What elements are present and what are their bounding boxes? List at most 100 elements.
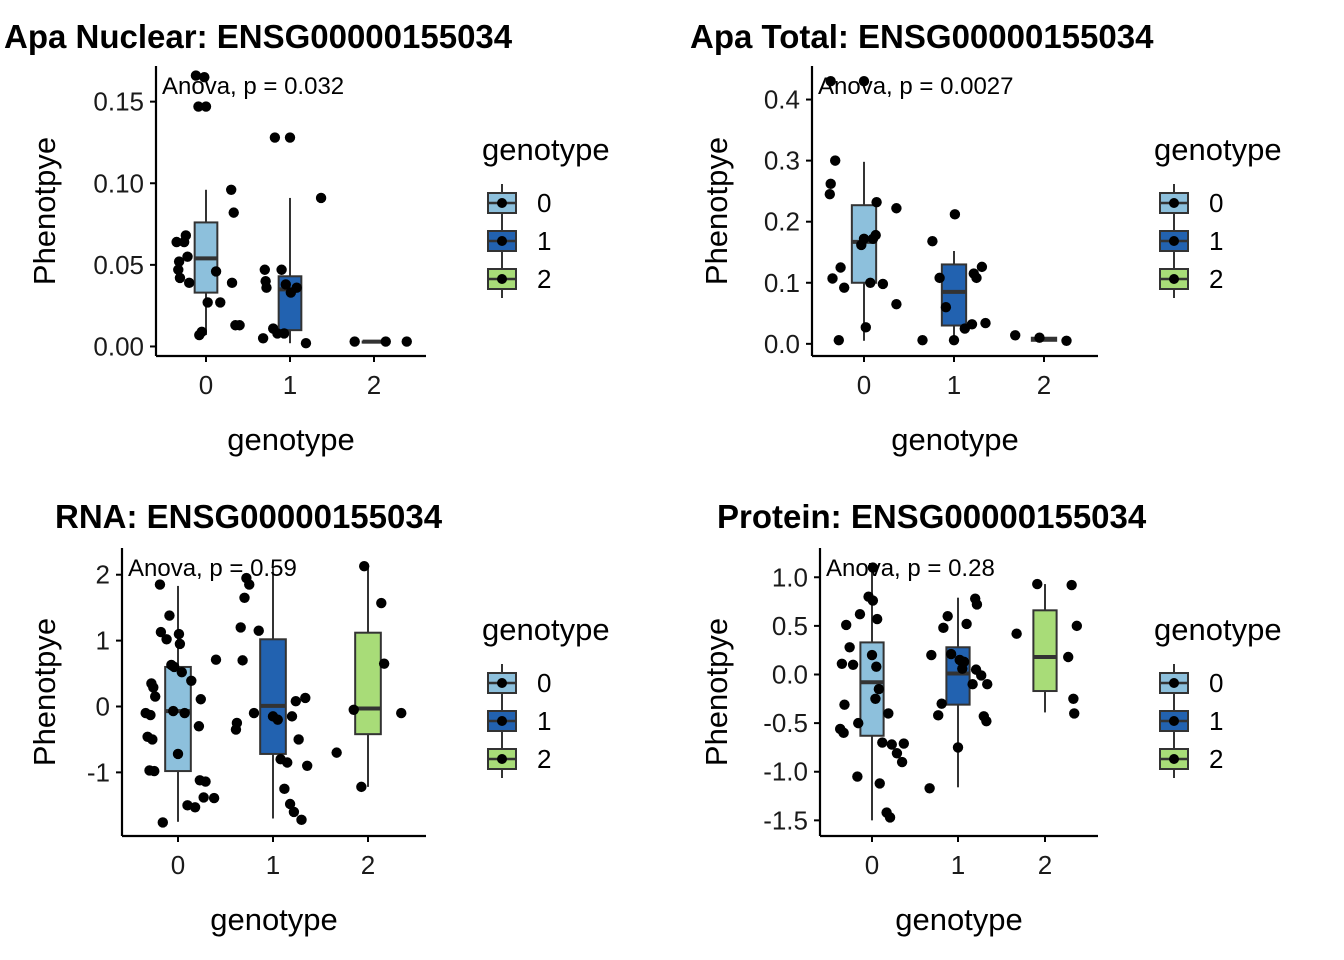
y-tick-label: 0: [96, 691, 110, 721]
data-point: [193, 721, 205, 732]
x-axis-label: genotype: [891, 422, 1019, 457]
data-point: [924, 783, 935, 794]
data-point: [300, 338, 312, 349]
data-point: [376, 597, 387, 609]
legend-key-1: [487, 222, 517, 260]
data-point: [948, 334, 960, 346]
data-point: [257, 333, 269, 344]
data-point: [226, 184, 237, 195]
data-point: [210, 654, 222, 665]
y-tick-label: 0.1: [764, 268, 800, 298]
data-point: [261, 282, 272, 293]
data-point: [825, 178, 836, 190]
data-point: [936, 698, 947, 709]
data-point: [237, 655, 248, 666]
data-point: [982, 679, 993, 690]
data-point: [269, 132, 281, 143]
data-point: [184, 277, 195, 289]
x-tick-label: 1: [951, 850, 965, 880]
data-point: [198, 792, 209, 803]
data-point: [866, 649, 878, 661]
x-tick-label: 0: [857, 370, 871, 400]
data-point: [942, 610, 953, 622]
data-point: [161, 634, 172, 645]
legend-label: 1: [537, 706, 551, 736]
legend-key-1: [487, 702, 517, 740]
data-point: [949, 209, 961, 220]
data-point: [825, 76, 836, 87]
data-point: [253, 625, 264, 636]
legend-key-0: [487, 664, 517, 702]
data-point: [180, 230, 192, 241]
data-point: [173, 256, 185, 267]
data-point: [971, 272, 982, 284]
data-point: [891, 748, 903, 759]
box-genotype-1: [259, 638, 287, 755]
data-point: [172, 748, 184, 760]
legend-label: 0: [1209, 188, 1223, 218]
data-point: [234, 320, 245, 331]
data-point: [958, 656, 970, 668]
data-point: [291, 282, 302, 293]
data-point: [179, 707, 190, 719]
legend: genotype 0 1 2: [1154, 612, 1282, 778]
data-point: [189, 802, 201, 813]
data-point: [926, 649, 937, 661]
legend-label: 0: [537, 188, 551, 218]
data-point: [1032, 578, 1043, 590]
legend-key-point: [1169, 236, 1179, 246]
data-point: [200, 776, 211, 787]
data-point: [173, 264, 184, 275]
data-point: [898, 738, 910, 749]
data-point: [836, 658, 848, 669]
data-point: [259, 264, 270, 275]
data-point: [231, 717, 243, 729]
data-point: [858, 76, 870, 87]
x-tick-label: 0: [171, 850, 185, 880]
data-point: [235, 622, 246, 633]
data-point: [884, 812, 896, 823]
data-point: [202, 297, 213, 308]
data-point: [272, 714, 283, 725]
legend-label: 1: [537, 226, 551, 256]
y-tick-label: 0.10: [93, 168, 144, 198]
data-point: [244, 579, 255, 590]
y-tick-label: 0.0: [772, 659, 808, 689]
legend: genotype 0 1 2: [482, 132, 610, 298]
data-point: [1011, 628, 1022, 639]
data-point: [870, 229, 881, 241]
data-point: [833, 334, 844, 346]
data-point: [886, 739, 897, 750]
data-point: [1069, 708, 1080, 719]
legend-key-point: [497, 198, 507, 208]
data-point: [981, 715, 992, 727]
data-point: [917, 334, 928, 346]
legend-key-2: [487, 740, 517, 778]
legend-key-0: [1159, 664, 1189, 702]
chart-title: RNA: ENSG00000155034: [55, 498, 443, 535]
y-axis-label: Phenotpye: [27, 618, 62, 766]
data-point: [199, 71, 210, 83]
data-point: [288, 806, 300, 818]
data-point: [945, 648, 957, 660]
y-tick-label: 0.0: [764, 329, 800, 359]
data-point: [150, 691, 161, 702]
data-point: [348, 704, 359, 715]
y-axis-label: Phenotpye: [699, 618, 734, 766]
data-point: [860, 322, 871, 333]
data-point: [378, 658, 390, 669]
x-tick-label: 0: [865, 850, 879, 880]
legend-label: 2: [1209, 264, 1223, 294]
x-tick-label: 2: [367, 370, 381, 400]
anova-annotation: Anova, p = 0.28: [826, 555, 995, 582]
x-tick-label: 0: [199, 370, 213, 400]
data-point: [824, 189, 835, 200]
y-tick-label: -1: [87, 757, 110, 787]
data-point: [891, 203, 902, 214]
legend-label: 1: [1209, 226, 1223, 256]
data-point: [279, 783, 290, 795]
legend-title: genotype: [1154, 132, 1282, 167]
data-point: [286, 711, 298, 722]
chart-title: Apa Nuclear: ENSG00000155034: [4, 18, 513, 55]
legend-key-point: [497, 754, 507, 764]
